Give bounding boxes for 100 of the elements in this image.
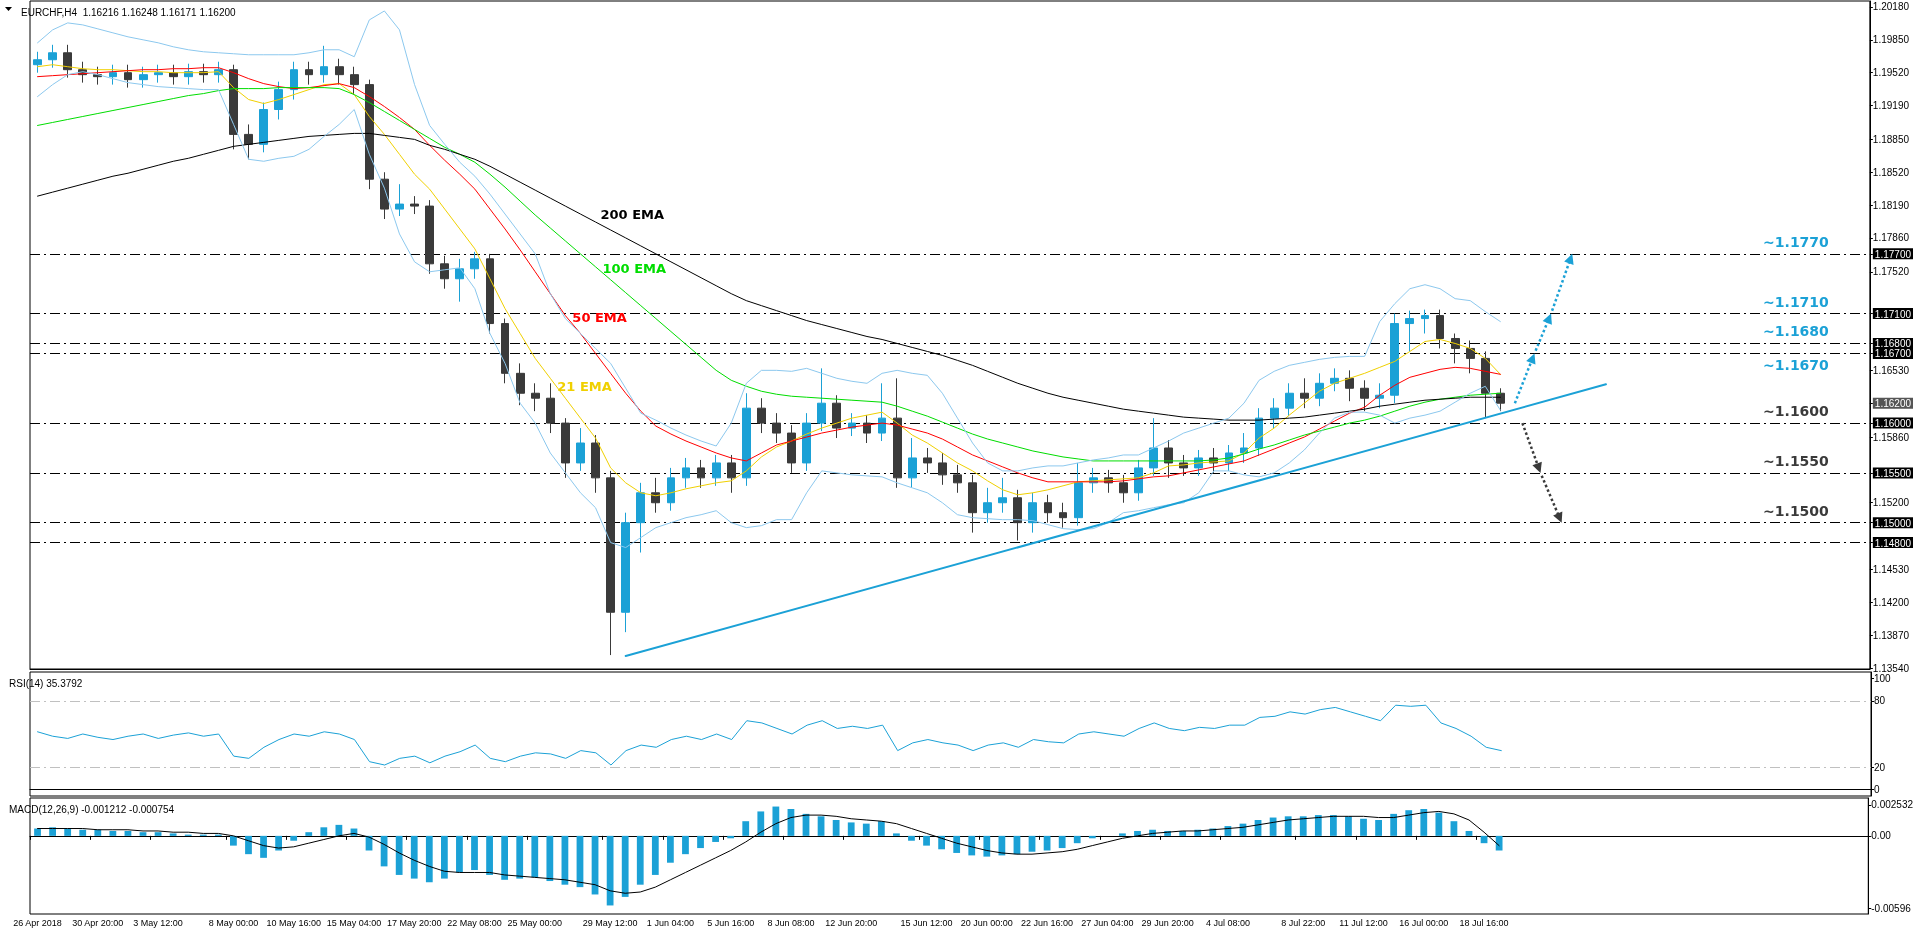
bar — [893, 833, 900, 836]
candlestick — [1390, 313, 1399, 404]
ref-line-label: ~1.1500 — [1763, 502, 1830, 519]
y-tick-label: 20 — [1874, 761, 1886, 773]
x-tick-label: 8 Jun 08:00 — [767, 917, 815, 928]
x-tick-label: 29 Jun 20:00 — [1141, 917, 1194, 928]
candlestick — [154, 64, 163, 84]
candlestick — [712, 454, 721, 487]
series-label: 100 EMA — [602, 261, 667, 277]
y-tick-label: 1.15860 — [1872, 431, 1910, 443]
candlestick — [636, 482, 645, 554]
x-tick-label: 29 May 12:00 — [582, 917, 638, 928]
candlestick — [48, 44, 57, 69]
bar — [109, 830, 117, 836]
y-tick-label: 1.16200 — [1874, 398, 1912, 410]
bar — [1073, 835, 1081, 844]
candlestick — [516, 362, 525, 406]
y-tick-label: 1.16700 — [1874, 348, 1912, 360]
text: EURCHF,H4 1.16216 1.16248 1.16171 1.16200 — [21, 6, 237, 18]
candlestick — [787, 424, 796, 474]
bar — [290, 835, 298, 841]
line-series — [37, 704, 1502, 766]
bar — [697, 835, 704, 849]
candlestick — [1315, 372, 1324, 407]
y-tick-label: 1.14200 — [1872, 596, 1910, 608]
candlestick — [1270, 397, 1279, 429]
y-tick-label: 1.20180 — [1872, 1, 1910, 13]
y-tick-label: 1.14800 — [1874, 537, 1912, 549]
x-tick-label: 17 May 20:00 — [386, 917, 442, 928]
bar — [305, 832, 313, 836]
candlestick — [1436, 309, 1444, 349]
candlestick — [470, 251, 479, 280]
candlestick — [305, 61, 313, 86]
y-tick-label: -0.00596 — [1871, 903, 1912, 915]
candlestick — [1028, 492, 1037, 534]
bar — [1405, 810, 1413, 836]
bar — [742, 821, 750, 836]
y-tick-label: 1.18520 — [1872, 166, 1910, 178]
candlestick — [772, 412, 781, 444]
bar — [425, 835, 433, 883]
bar — [1299, 816, 1307, 836]
y-tick-label: 1.18190 — [1872, 199, 1910, 211]
candlestick — [244, 123, 253, 160]
bar — [260, 835, 267, 858]
candlestick — [591, 434, 600, 494]
x-tick-label: 25 May 00:00 — [507, 917, 563, 928]
bar — [440, 835, 448, 879]
bar — [395, 835, 403, 875]
candlestick — [425, 199, 434, 275]
bar — [862, 823, 870, 836]
candlestick — [1013, 489, 1022, 542]
y-tick-label: 0 — [1874, 783, 1880, 795]
candlestick — [1300, 377, 1309, 409]
bar — [486, 835, 493, 875]
bar — [320, 827, 328, 836]
bar — [516, 835, 524, 879]
bar — [1119, 833, 1126, 836]
x-tick-label: 30 Apr 20:00 — [72, 917, 124, 928]
candlestick — [1345, 369, 1354, 402]
candlestick — [742, 392, 751, 487]
x-tick-label: 1 Jun 04:00 — [646, 917, 694, 928]
y-tick-label: 1.17100 — [1874, 308, 1912, 320]
candlestick — [817, 367, 826, 432]
candlestick — [124, 64, 132, 89]
bar — [817, 816, 825, 836]
bar — [983, 835, 991, 857]
bar — [34, 828, 41, 836]
x-tick-label: 12 Jun 20:00 — [825, 917, 878, 928]
ref-line-label: ~1.1600 — [1763, 403, 1830, 420]
candlestick — [501, 318, 509, 384]
bar — [757, 811, 765, 836]
candlestick — [938, 452, 947, 486]
y-tick-label: 1.19520 — [1872, 67, 1910, 79]
y-tick-label: 1.19190 — [1872, 100, 1910, 112]
candlestick — [1285, 382, 1294, 417]
bar — [1375, 819, 1382, 836]
bar — [606, 835, 614, 906]
bar — [94, 829, 102, 836]
bar — [1043, 835, 1051, 851]
series-label: 50 EMA — [572, 310, 627, 326]
candlestick — [576, 427, 585, 472]
candlestick — [350, 66, 359, 96]
candlestick — [757, 397, 766, 434]
candlestick — [1496, 387, 1505, 412]
candlestick — [169, 64, 178, 86]
text: MACD(12,26,9) -0.001212 -0.000754 — [9, 803, 175, 815]
candlestick — [335, 58, 344, 86]
bar — [712, 835, 719, 842]
bar — [1465, 830, 1473, 836]
candlestick — [1360, 379, 1369, 412]
x-tick-label: 22 May 08:00 — [447, 917, 502, 928]
bar — [1390, 813, 1398, 836]
candlestick — [410, 195, 419, 215]
candlestick — [697, 459, 705, 489]
candlestick — [998, 477, 1007, 514]
bar — [877, 821, 885, 836]
bar — [908, 835, 915, 841]
candlestick — [109, 64, 117, 86]
candlestick — [832, 394, 841, 439]
y-tick-label: 1.16800 — [1874, 338, 1912, 350]
